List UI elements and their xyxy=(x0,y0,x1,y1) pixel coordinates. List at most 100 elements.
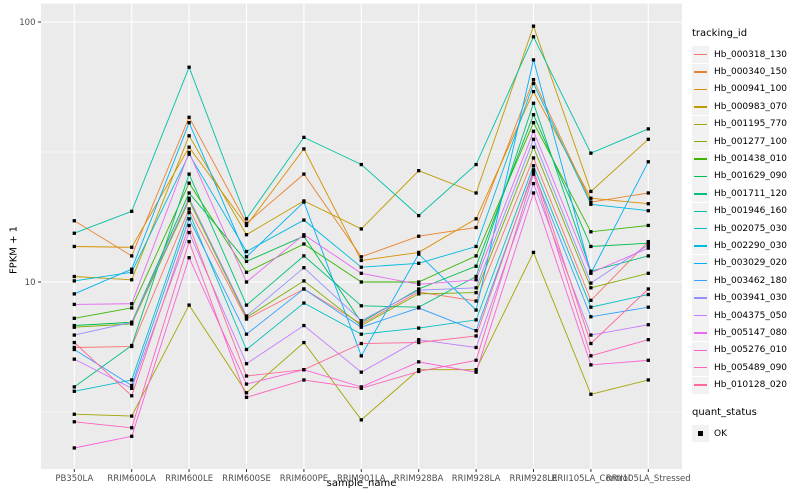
data-point xyxy=(417,280,421,284)
data-point xyxy=(589,230,593,234)
legend-key-swatch xyxy=(692,237,709,255)
legend-key-swatch xyxy=(692,359,709,377)
data-point xyxy=(244,303,249,307)
data-point xyxy=(531,24,536,28)
data-point xyxy=(302,279,306,283)
data-point xyxy=(302,135,306,140)
data-point xyxy=(72,446,76,450)
data-point xyxy=(359,319,363,323)
data-point xyxy=(474,358,478,362)
legend-title-tracking-id: tracking_id xyxy=(692,28,748,39)
data-point xyxy=(359,354,363,358)
data-point xyxy=(187,152,191,156)
legend-entries: Hb_000318_130 Hb_000340_150 Hb_000941_100 H… xyxy=(692,46,798,394)
data-point xyxy=(474,334,478,338)
data-point xyxy=(417,326,421,330)
legend-key-swatch xyxy=(692,167,709,185)
legend-item-label: Hb_000318_130 xyxy=(714,49,788,60)
x-tick-label: RRIM928LE xyxy=(510,474,558,484)
series-color-line-icon xyxy=(694,71,707,73)
legend-key-swatch xyxy=(692,324,709,342)
data-point xyxy=(302,200,306,204)
data-point xyxy=(244,259,249,264)
series-color-line-icon xyxy=(694,53,707,56)
data-point xyxy=(359,304,363,308)
data-point xyxy=(646,271,650,275)
data-point xyxy=(531,58,536,62)
data-point xyxy=(417,338,421,342)
series-color-line-icon xyxy=(694,367,707,369)
data-point xyxy=(359,332,363,336)
series-color-line-icon xyxy=(694,175,707,178)
legend-item: Hb_000318_130 xyxy=(692,46,798,64)
data-point xyxy=(474,274,478,279)
data-point xyxy=(72,231,76,235)
data-point xyxy=(302,287,306,291)
data-point xyxy=(130,306,134,310)
data-point xyxy=(589,341,593,346)
data-point xyxy=(417,234,421,238)
legend-item: Hb_001195_770 xyxy=(692,115,798,133)
legend-item: Hb_005276_010 xyxy=(692,341,798,359)
data-point xyxy=(244,332,249,336)
data-point xyxy=(244,270,249,274)
legend-key-swatch xyxy=(692,150,709,168)
data-point xyxy=(130,426,134,430)
data-point xyxy=(531,168,536,172)
series-color-line-icon xyxy=(694,158,707,160)
data-point xyxy=(130,245,134,249)
legend-item-label: Hb_003462_180 xyxy=(714,275,788,286)
data-point xyxy=(130,302,134,306)
data-point xyxy=(417,369,421,374)
data-point xyxy=(72,340,76,345)
data-point xyxy=(72,345,76,350)
data-point xyxy=(589,392,593,396)
x-tick-label: RRII105LA_Control xyxy=(552,474,631,484)
data-point xyxy=(72,279,76,283)
data-point xyxy=(187,172,191,176)
legend-item: Hb_001711_120 xyxy=(692,185,798,203)
legend-key-swatch xyxy=(692,220,709,238)
data-point xyxy=(646,160,650,164)
legend-item-label: Hb_005276_010 xyxy=(714,345,788,356)
data-point xyxy=(589,333,593,337)
legend-key-swatch xyxy=(692,185,709,203)
data-point xyxy=(187,207,191,211)
data-point xyxy=(244,362,249,366)
data-point xyxy=(72,333,76,337)
legend-item-label: Hb_001629_090 xyxy=(714,171,788,182)
data-point xyxy=(589,298,593,303)
data-point xyxy=(589,281,593,285)
data-point xyxy=(417,261,421,265)
data-point xyxy=(187,145,191,149)
legend-key-swatch xyxy=(692,254,709,272)
data-point xyxy=(589,202,593,206)
series-color-line-icon xyxy=(694,227,707,230)
data-point xyxy=(646,246,650,250)
data-point xyxy=(72,389,76,393)
data-point xyxy=(531,145,536,149)
data-point xyxy=(244,217,249,221)
data-point xyxy=(531,250,536,255)
data-point xyxy=(646,358,650,362)
data-point xyxy=(474,254,478,258)
data-point xyxy=(589,200,593,204)
data-point xyxy=(531,172,536,176)
data-point xyxy=(244,374,249,378)
data-point xyxy=(302,340,306,345)
data-point xyxy=(302,378,306,382)
data-point xyxy=(646,287,650,291)
data-point xyxy=(244,249,249,254)
data-point xyxy=(531,81,536,86)
data-point xyxy=(417,213,421,218)
series-color-line-icon xyxy=(694,262,707,265)
legend-item: Hb_000983_070 xyxy=(692,98,798,116)
data-point xyxy=(187,210,191,215)
legend-key-swatch xyxy=(692,46,709,64)
legend-key-swatch xyxy=(692,98,709,116)
legend-item: Hb_010128_020 xyxy=(692,376,798,394)
data-point xyxy=(646,378,650,382)
data-point xyxy=(417,360,421,364)
data-point xyxy=(531,164,536,168)
